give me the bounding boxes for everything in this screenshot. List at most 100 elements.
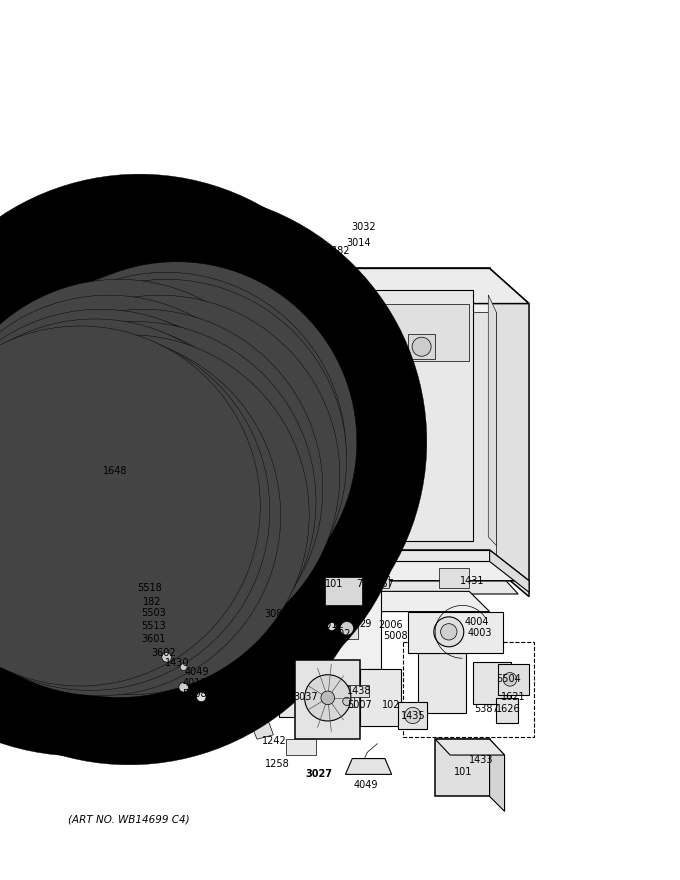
Circle shape [292, 400, 381, 488]
Polygon shape [194, 604, 286, 616]
Circle shape [0, 249, 345, 749]
Polygon shape [490, 550, 529, 592]
Polygon shape [199, 710, 221, 728]
Circle shape [0, 286, 327, 647]
Text: 5504: 5504 [496, 674, 521, 684]
Polygon shape [418, 653, 466, 713]
Circle shape [405, 708, 421, 723]
Polygon shape [345, 759, 392, 774]
Circle shape [197, 693, 206, 701]
Circle shape [0, 282, 338, 642]
Polygon shape [136, 625, 269, 640]
Polygon shape [498, 664, 529, 695]
Polygon shape [279, 678, 295, 717]
Text: 1433: 1433 [469, 755, 494, 765]
Circle shape [0, 279, 299, 640]
Text: 182: 182 [332, 246, 350, 256]
Text: 5514: 5514 [298, 255, 322, 265]
Text: 3027: 3027 [305, 769, 333, 779]
Text: 102: 102 [333, 629, 352, 639]
Text: 3204: 3204 [265, 238, 290, 247]
Circle shape [0, 192, 427, 692]
Text: 5032: 5032 [277, 625, 302, 634]
Polygon shape [496, 698, 518, 723]
Text: 101: 101 [454, 767, 473, 777]
Circle shape [0, 275, 335, 636]
Polygon shape [204, 351, 221, 360]
Text: 5387: 5387 [475, 704, 499, 714]
Text: 3072: 3072 [260, 642, 284, 652]
Circle shape [241, 644, 249, 653]
Text: 1648: 1648 [103, 466, 128, 476]
Circle shape [0, 295, 289, 656]
Polygon shape [201, 290, 473, 541]
Circle shape [305, 675, 351, 721]
Text: 5503: 5503 [141, 608, 166, 618]
Polygon shape [336, 619, 358, 639]
Polygon shape [325, 577, 362, 605]
Circle shape [0, 209, 369, 709]
Polygon shape [231, 570, 518, 594]
Circle shape [0, 264, 349, 625]
Polygon shape [204, 367, 221, 376]
Circle shape [0, 239, 393, 739]
Text: 73: 73 [356, 579, 369, 589]
Text: 4012: 4012 [320, 620, 344, 629]
Circle shape [0, 261, 357, 622]
Text: (ART NO. WB14699 C4): (ART NO. WB14699 C4) [68, 815, 190, 825]
Circle shape [0, 309, 323, 670]
Text: 182: 182 [269, 634, 288, 643]
Polygon shape [435, 739, 490, 796]
Circle shape [0, 334, 309, 695]
Polygon shape [204, 304, 221, 312]
Text: 1430: 1430 [165, 658, 189, 668]
Circle shape [0, 268, 338, 629]
Polygon shape [473, 662, 511, 704]
Circle shape [180, 664, 187, 671]
Polygon shape [180, 268, 529, 304]
Circle shape [0, 337, 300, 698]
Circle shape [269, 377, 405, 512]
Circle shape [0, 335, 281, 696]
Polygon shape [408, 334, 435, 359]
Text: 1438: 1438 [347, 686, 371, 695]
Polygon shape [295, 660, 360, 739]
Circle shape [0, 252, 386, 752]
Polygon shape [204, 383, 221, 392]
Circle shape [321, 691, 335, 705]
Text: 101: 101 [325, 579, 343, 589]
Polygon shape [174, 680, 201, 694]
Circle shape [412, 337, 431, 356]
Circle shape [214, 644, 222, 653]
Circle shape [0, 272, 346, 633]
Text: 1258: 1258 [265, 759, 290, 768]
Circle shape [0, 321, 316, 682]
Text: 3602: 3602 [151, 648, 175, 657]
Circle shape [0, 330, 270, 691]
Circle shape [0, 325, 306, 686]
Polygon shape [133, 578, 226, 600]
Polygon shape [143, 593, 162, 600]
Circle shape [0, 279, 347, 640]
Circle shape [0, 209, 417, 709]
Polygon shape [204, 319, 221, 328]
Text: 2006: 2006 [378, 620, 403, 629]
Circle shape [0, 202, 416, 702]
Circle shape [0, 323, 286, 684]
Circle shape [0, 309, 281, 670]
Circle shape [0, 256, 330, 756]
Circle shape [162, 653, 171, 662]
Circle shape [503, 672, 517, 686]
Text: 182: 182 [143, 597, 161, 606]
Polygon shape [235, 591, 490, 612]
Text: 4011: 4011 [182, 678, 207, 688]
Text: 285: 285 [204, 727, 222, 737]
Circle shape [0, 265, 379, 765]
Text: 3032: 3032 [351, 222, 375, 231]
Circle shape [326, 434, 347, 455]
Text: 102: 102 [205, 698, 224, 708]
Polygon shape [180, 550, 490, 561]
Text: 102: 102 [382, 700, 401, 709]
Text: 3037: 3037 [294, 692, 318, 701]
Circle shape [328, 622, 336, 631]
